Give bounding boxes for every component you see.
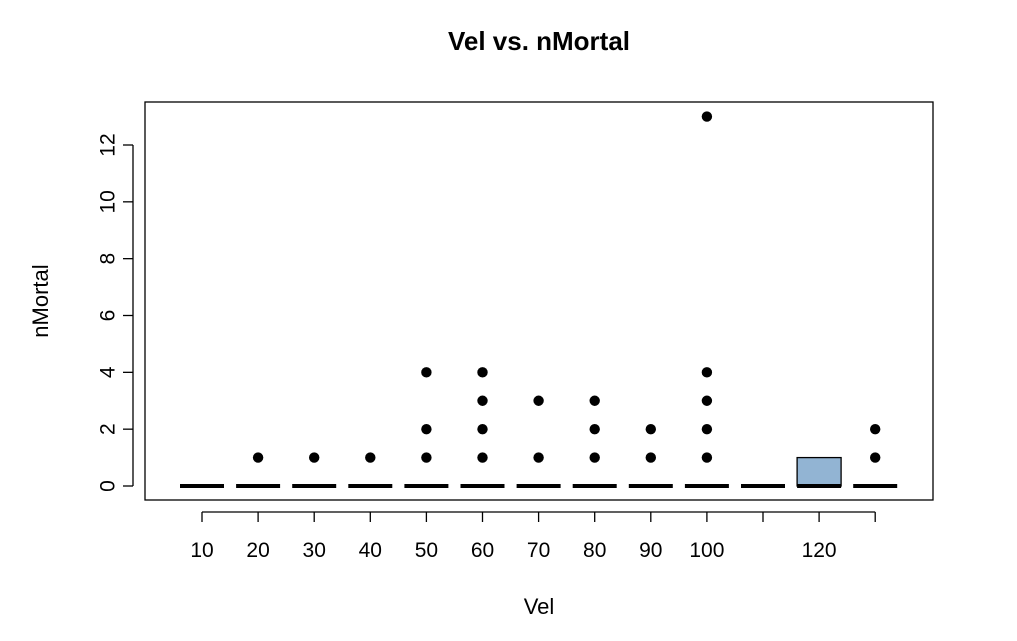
outlier-point [645, 452, 656, 463]
y-tick-label: 8 [97, 253, 120, 265]
outlier-point [589, 423, 600, 435]
x-tick-label: 120 [802, 539, 837, 562]
x-tick-label: 90 [639, 539, 662, 562]
outlier-point [533, 395, 544, 406]
outlier-points [252, 111, 881, 463]
outlier-point [421, 452, 432, 463]
x-axis: 10 20 30 40 50 60 70 80 90 100 120 [190, 511, 876, 562]
outlier-point [252, 452, 264, 463]
outlier-point [477, 452, 488, 463]
y-axis: 0 2 4 6 8 10 12 [97, 133, 134, 492]
y-tick-label: 2 [97, 423, 120, 435]
box-groups [180, 456, 898, 488]
outlier-point [701, 111, 713, 122]
outlier-point [365, 452, 376, 463]
y-tick-label: 0 [97, 480, 120, 492]
x-tick-label: 70 [527, 539, 550, 562]
x-tick-label: 20 [246, 539, 269, 562]
outlier-point [870, 452, 881, 463]
outlier-point [421, 367, 432, 378]
y-tick-label: 12 [97, 133, 120, 156]
x-tick-label: 30 [303, 539, 326, 562]
x-tick-label: 50 [415, 539, 438, 562]
box [796, 456, 842, 487]
outlier-point [701, 395, 713, 406]
y-tick-label: 4 [97, 366, 120, 378]
y-tick-label: 10 [97, 190, 120, 213]
x-tick-label: 100 [689, 539, 724, 562]
outlier-point [870, 423, 881, 435]
outlier-point [701, 367, 713, 378]
outlier-point [477, 395, 488, 406]
outlier-point [477, 423, 488, 435]
outlier-point [645, 423, 656, 435]
outlier-point [309, 452, 320, 463]
x-tick-label: 10 [190, 539, 213, 562]
x-axis-label: Vel [524, 594, 555, 619]
outlier-point [421, 423, 432, 435]
chart-title: Vel vs. nMortal [448, 26, 630, 56]
outlier-point [589, 452, 600, 463]
x-tick-label: 40 [359, 539, 382, 562]
y-axis-label: nMortal [28, 264, 53, 337]
outlier-point [533, 452, 544, 463]
outlier-point [589, 395, 600, 406]
plot-frame [144, 101, 934, 501]
outlier-point [477, 367, 488, 378]
y-tick-label: 6 [97, 310, 120, 322]
x-tick-label: 60 [471, 539, 494, 562]
outlier-point [701, 452, 713, 463]
x-tick-label: 80 [583, 539, 606, 562]
outlier-point [701, 423, 713, 435]
